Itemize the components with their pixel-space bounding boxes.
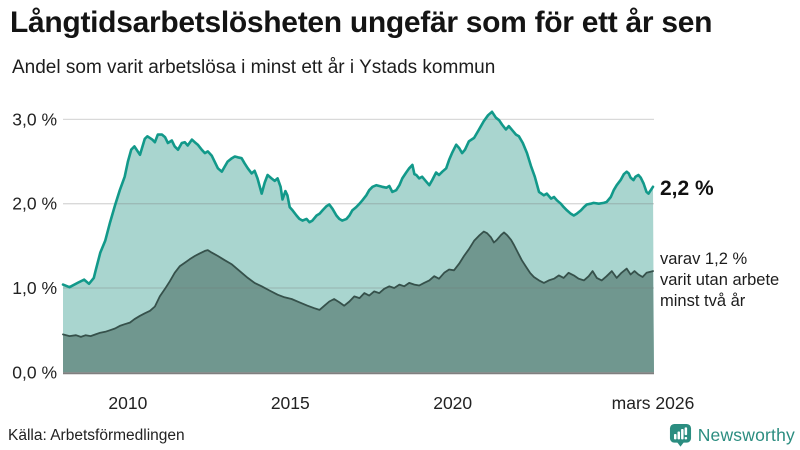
page-subtitle: Andel som varit arbetslösa i minst ett å… [12, 57, 496, 78]
x-tick-label: 2015 [271, 393, 310, 413]
x-tick-label: 2010 [108, 393, 147, 413]
inner-series-line [62, 230, 654, 338]
inner-series-note: varav 1,2 % varit utan arbete minst två … [660, 250, 780, 310]
newsworthy-brand-text: Newsworthy [697, 424, 795, 445]
newsworthy-logo-icon [669, 423, 691, 447]
outer-series-line [61, 110, 655, 289]
y-tick-label: 2,0 % [12, 194, 57, 214]
source-attribution: Källa: Arbetsförmedlingen [8, 427, 185, 444]
y-tick-label: 0,0 % [12, 362, 57, 382]
inner-series-area [63, 231, 654, 373]
page-title: Långtidsarbetslösheten ungefär som för e… [10, 6, 713, 39]
newsworthy-brand: Newsworthy [669, 423, 795, 447]
x-tick-label: 2020 [433, 393, 472, 413]
x-tick-label: mars 2026 [612, 393, 695, 413]
y-tick-label: 3,0 % [12, 109, 57, 129]
end-value-label: 2,2 % [660, 177, 714, 200]
y-tick-label: 1,0 % [12, 278, 57, 298]
